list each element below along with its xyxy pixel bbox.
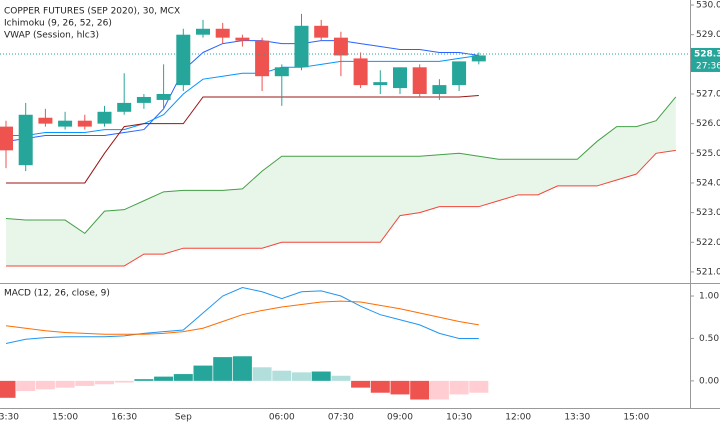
indicator-line (6, 54, 479, 137)
candle-body (294, 25, 309, 68)
histogram-bar (193, 365, 213, 381)
candle-body (393, 67, 407, 89)
candle-body (255, 40, 270, 77)
candle-body (471, 55, 486, 62)
histogram-bar (35, 380, 55, 390)
histogram-bar (75, 380, 95, 386)
candle-body (97, 111, 112, 124)
candle-body (18, 114, 33, 166)
last-price-label: 528.35 (694, 49, 720, 59)
x-tick-label: 12:00 (505, 413, 531, 423)
countdown-box (691, 59, 720, 72)
indicator-line (6, 94, 479, 184)
candle-body (117, 102, 132, 112)
cloud (6, 96, 676, 266)
y-tick-label: 522.00 (696, 238, 720, 248)
x-tick-label: 15:00 (623, 413, 649, 423)
x-tick-label: 10:30 (446, 413, 472, 423)
indicator-line (5, 96, 677, 235)
candle-body (333, 37, 348, 56)
histogram-bar (173, 374, 193, 381)
plot (0, 13, 690, 400)
last-price-box (691, 47, 720, 60)
histogram-bar (213, 357, 233, 381)
countdown-label: 27:36 (696, 61, 720, 71)
x-tick-label: 07:30 (328, 413, 354, 423)
y-tick-label: 521.00 (696, 267, 720, 277)
histogram-bar (370, 380, 390, 393)
indicator-label: MACD (12, 26, close, 9) (4, 289, 110, 299)
y-tick-label: 524.00 (696, 178, 720, 188)
indicator-line (5, 287, 479, 345)
histogram-bar (95, 380, 114, 385)
histogram-bar (272, 370, 292, 381)
histogram-bar (134, 379, 154, 381)
histogram-bar (449, 380, 469, 395)
candle-body (452, 61, 467, 86)
histogram-bar (232, 356, 252, 381)
histogram-bar (429, 380, 449, 400)
x-tick-label: 16:30 (111, 413, 137, 423)
x-tick-label: 13:30 (0, 413, 19, 423)
candle-body (353, 58, 368, 86)
indicator-line (5, 300, 479, 335)
histogram-bar (252, 367, 272, 381)
histogram-bar (311, 371, 331, 381)
y-tick-label: 0.00 (699, 376, 719, 386)
candle-body (314, 25, 329, 38)
histogram-bar (351, 380, 371, 388)
y-tick-label: 526.00 (696, 119, 720, 129)
x-tick-label: Sep (175, 413, 192, 423)
histogram-bar (410, 380, 430, 400)
histogram-bar (0, 380, 16, 398)
histogram-bar (154, 376, 174, 381)
indicator-label: Ichimoku (9, 26, 52, 26) (4, 19, 112, 29)
x-tick-label: 06:00 (269, 413, 295, 423)
candle-body (0, 126, 13, 151)
candle-body (176, 34, 191, 86)
histogram-bar (292, 372, 311, 381)
candle-body (38, 117, 53, 124)
histogram-bar (390, 380, 410, 395)
candle-body (58, 120, 73, 127)
y-tick-label: 525.00 (696, 149, 720, 159)
histogram-bar (16, 380, 36, 392)
candle-body (412, 67, 427, 94)
y-tick-label: 529.00 (696, 30, 720, 40)
indicator-label: VWAP (Session, hlc3) (4, 31, 99, 41)
y-tick-label: 0.50 (699, 334, 719, 344)
candle-body (373, 82, 388, 86)
candle-body (432, 85, 447, 94)
histogram-bar (55, 380, 75, 388)
y-tick-label: 523.00 (696, 208, 720, 218)
chart-title: COPPER FUTURES (SEP 2020), 30, MCX (4, 7, 180, 17)
candle-body (235, 37, 250, 41)
candle-body (274, 67, 289, 77)
y-tick-label: 530.00 (696, 1, 720, 11)
histogram-bar (469, 380, 489, 393)
candle-body (156, 94, 171, 100)
candle-body (77, 120, 92, 127)
x-tick-label: 09:00 (387, 413, 413, 423)
candle-body (136, 96, 151, 103)
indicator-line (6, 149, 676, 267)
x-tick-label: 15:00 (52, 413, 78, 423)
histogram-bar (114, 380, 134, 383)
y-tick-label: 1.00 (699, 292, 719, 302)
x-tick-label: 13:30 (564, 413, 590, 423)
candle-body (196, 28, 210, 35)
candle-body (215, 28, 230, 38)
histogram-bar (331, 375, 351, 381)
y-tick-label: 527.00 (696, 90, 720, 100)
